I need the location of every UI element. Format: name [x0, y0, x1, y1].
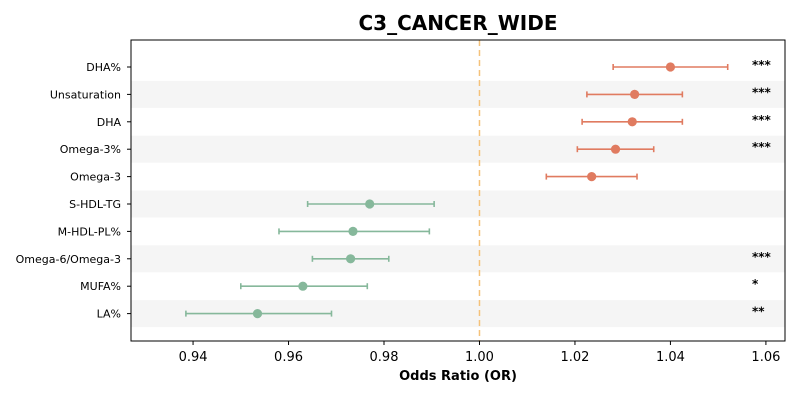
or-point — [630, 89, 640, 99]
row-band — [131, 245, 785, 273]
significance-label: * — [752, 277, 759, 291]
or-point — [665, 62, 676, 72]
row-bands — [131, 80, 785, 328]
y-tick-label: LA% — [97, 308, 121, 321]
x-tick-label: 1.02 — [560, 350, 589, 365]
y-tick-label: M-HDL-PL% — [58, 225, 121, 238]
x-tick-label: 0.94 — [179, 350, 208, 365]
y-tick-label: MUFA% — [80, 280, 121, 293]
y-tick-label: DHA — [97, 116, 122, 129]
or-point — [610, 144, 621, 154]
x-tick-label: 0.98 — [370, 350, 399, 365]
or-point — [252, 309, 263, 319]
x-axis-label: Odds Ratio (OR) — [399, 369, 517, 384]
x-tick-label: 0.96 — [274, 350, 303, 365]
forest-row: DHA% *** — [86, 58, 771, 74]
significance-label: *** — [752, 113, 772, 127]
forest-row: Unsaturation *** — [50, 85, 772, 101]
chart-title: C3_CANCER_WIDE — [359, 11, 558, 35]
significance-label: ** — [752, 305, 765, 319]
or-point — [348, 226, 358, 236]
significance-label: *** — [752, 250, 772, 264]
or-point — [345, 254, 356, 264]
forest-row: M-HDL-PL% — [58, 225, 431, 238]
or-point — [365, 199, 375, 209]
significance-label: *** — [752, 58, 772, 72]
row-band — [131, 135, 785, 163]
forest-row: S-HDL-TG — [69, 198, 435, 211]
y-tick-label: Omega-6/Omega-3 — [16, 253, 121, 266]
significance-label: *** — [752, 85, 772, 99]
x-axis: 0.94 0.96 0.98 1.00 1.02 1.04 1.06 — [179, 341, 780, 365]
x-tick-label: 1.00 — [465, 350, 494, 365]
forest-row: MUFA% * — [80, 277, 759, 293]
row-band — [131, 190, 785, 218]
y-tick-label: DHA% — [86, 61, 121, 74]
or-point — [587, 172, 597, 182]
row-band — [131, 80, 785, 108]
forest-row: Omega-3 — [70, 171, 638, 184]
forest-row: DHA *** — [97, 113, 772, 129]
y-tick-label: Omega-3 — [70, 171, 121, 184]
y-tick-label: S-HDL-TG — [69, 198, 121, 211]
x-tick-label: 1.06 — [751, 350, 780, 365]
x-tick-label: 1.04 — [656, 350, 685, 365]
y-tick-label: Unsaturation — [50, 88, 121, 101]
plot-frame — [130, 39, 786, 342]
or-point — [627, 117, 637, 127]
y-tick-label: Omega-3% — [60, 143, 121, 156]
significance-label: *** — [752, 140, 772, 154]
forest-row: Omega-6/Omega-3 *** — [16, 250, 772, 266]
forest-row: Omega-3% *** — [60, 140, 772, 156]
data-rows: DHA% ***Unsaturation ***DHA ***Omega-3% ***O… — [16, 58, 772, 321]
or-point — [298, 281, 308, 291]
forest-row: LA% ** — [97, 305, 766, 321]
